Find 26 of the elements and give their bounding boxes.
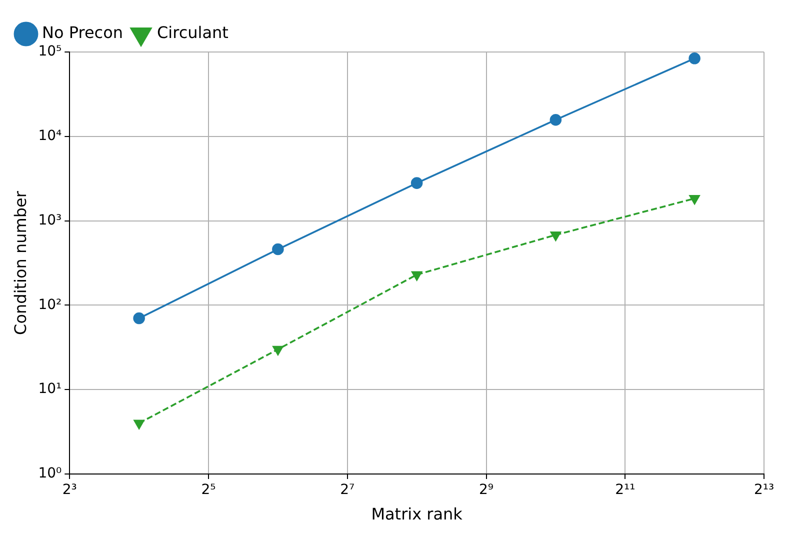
y-tick-label: 10⁴ — [38, 128, 62, 144]
x-tick-label: 2⁹ — [478, 482, 494, 498]
point — [412, 271, 422, 281]
y-axis-title: Condition number — [10, 190, 30, 335]
y-tick-label: 10⁵ — [38, 44, 62, 60]
legend-label: Circulant — [157, 23, 228, 42]
x-tick-label: 2⁷ — [340, 482, 355, 498]
x-tick-label: 2¹¹ — [615, 482, 636, 498]
point — [688, 52, 700, 64]
legend-label: No Precon — [42, 23, 124, 42]
point — [689, 195, 700, 204]
x-tick-label: 2¹³ — [754, 482, 774, 498]
y-tick-label: 10³ — [38, 212, 62, 228]
y-tick-label: 10⁰ — [38, 466, 62, 482]
point — [133, 312, 145, 324]
point — [550, 114, 562, 126]
point — [550, 232, 561, 241]
y-tick-label: 10¹ — [38, 381, 62, 398]
x-tick-label: 2⁵ — [201, 482, 216, 498]
x-tick-label: 2³ — [62, 482, 77, 498]
y-tick-label: 10² — [38, 296, 62, 313]
point — [272, 346, 284, 356]
point — [134, 420, 144, 430]
point — [410, 177, 423, 189]
x-axis-title: Matrix rank — [371, 504, 464, 524]
point — [272, 243, 284, 256]
